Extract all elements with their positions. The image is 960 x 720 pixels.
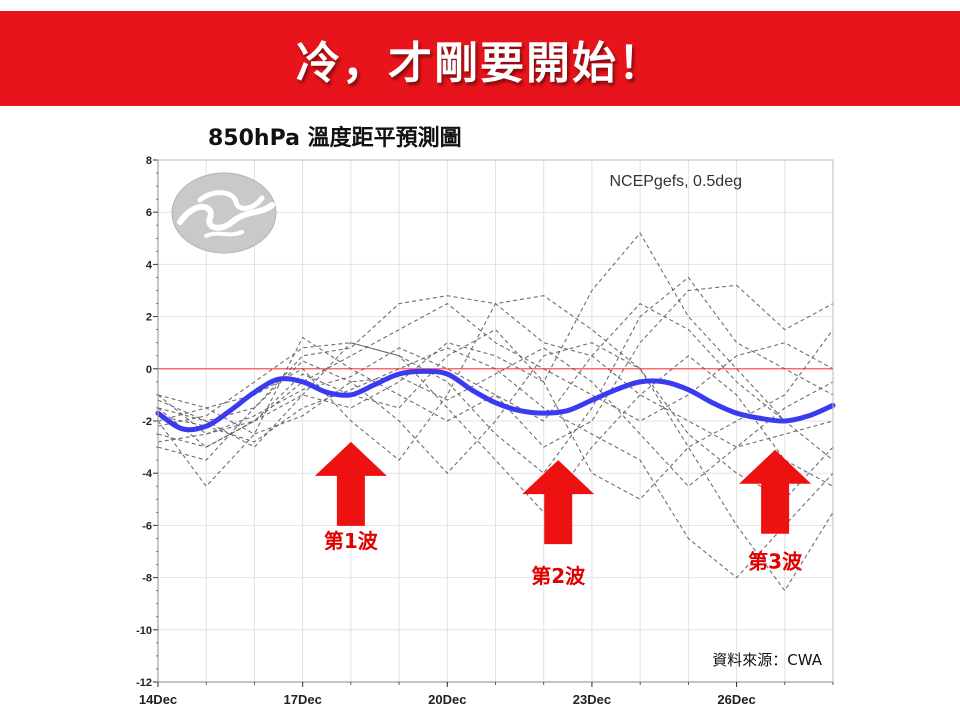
- wave-arrow-icon: [522, 460, 595, 545]
- ensemble-member-line: [157, 276, 834, 474]
- ensemble-member-line: [157, 328, 834, 500]
- y-tick-label: 0: [146, 364, 152, 376]
- ensemble-member-line: [157, 347, 834, 579]
- ensemble-members: [157, 232, 834, 592]
- ensemble-member-line: [157, 342, 834, 514]
- x-tick-label: 17Dec: [283, 692, 321, 707]
- y-tick-label: -4: [142, 468, 153, 480]
- y-tick-label: 2: [146, 312, 152, 324]
- wave-label: 第3波: [748, 550, 803, 574]
- x-tick-label: 14Dec: [139, 692, 177, 707]
- ensemble-member-line: [157, 347, 834, 488]
- y-tick-label: -6: [142, 520, 152, 532]
- y-tick-label: -10: [136, 625, 152, 637]
- chart-title: 850hPa 溫度距平預測圖: [208, 126, 462, 151]
- y-tick-label: -8: [142, 573, 152, 585]
- ensemble-mean-layer: [155, 368, 836, 433]
- ensemble-member-line: [157, 302, 834, 435]
- x-tick-label: 20Dec: [428, 692, 466, 707]
- x-tick-label: 26Dec: [717, 692, 755, 707]
- banner-title: 冷，才剛要開始！: [296, 37, 664, 89]
- axes: -12 -10 -8 -6 -4 -2 0 2 4 6 8 14Dec 17Dec 20Dec 23Dec 2…: [136, 155, 834, 707]
- cwa-logo-icon: [171, 172, 277, 254]
- wave-label: 第2波: [531, 564, 586, 588]
- wave-arrow-icon: [739, 449, 812, 534]
- title-banner: 冷，才剛要開始！: [0, 11, 960, 106]
- ensemble-mean-line: [155, 368, 836, 433]
- y-tick-label: 6: [146, 207, 152, 219]
- source-label: 資料來源：CWA: [712, 651, 822, 669]
- ensemble-member-line: [157, 295, 834, 592]
- wave-arrow-icon: [314, 441, 387, 526]
- y-tick-label: 4: [146, 259, 153, 271]
- wave-label: 第1波: [324, 529, 379, 553]
- y-tick-label: -2: [142, 416, 152, 428]
- y-tick-label: -12: [136, 677, 152, 689]
- y-tick-label: 8: [146, 155, 152, 167]
- model-label: NCEPgefs, 0.5deg: [609, 173, 742, 190]
- x-tick-label: 23Dec: [573, 692, 611, 707]
- ensemble-member-line: [157, 342, 834, 500]
